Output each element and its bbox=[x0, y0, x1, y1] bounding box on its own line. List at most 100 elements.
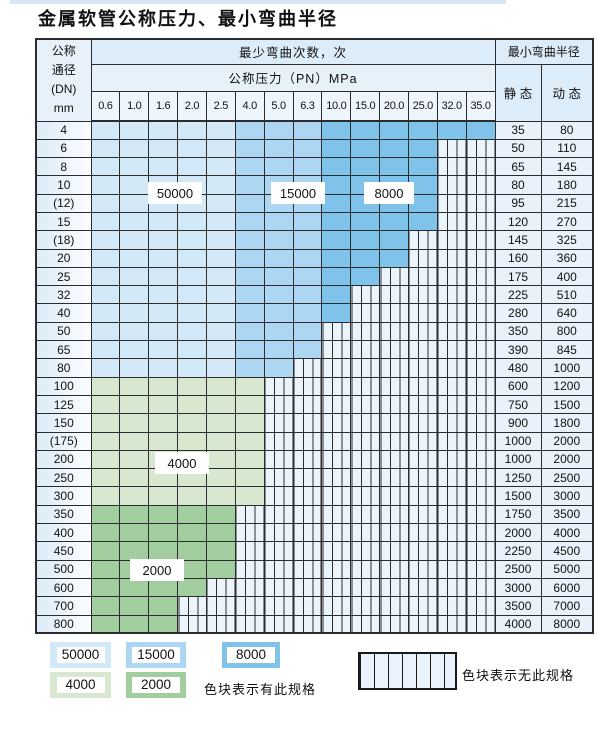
spec-cell bbox=[148, 504, 179, 525]
dn-value: 65 bbox=[35, 340, 92, 360]
spec-cell bbox=[234, 138, 265, 159]
pressure-value-header: 1.0 bbox=[119, 90, 150, 122]
dn-value: 250 bbox=[35, 468, 92, 488]
spec-cell bbox=[177, 285, 207, 305]
spec-cell bbox=[321, 266, 352, 287]
dynamic-radius-value: 180 bbox=[540, 175, 594, 195]
spec-cell-no-spec bbox=[350, 559, 381, 579]
spec-cell bbox=[205, 120, 236, 140]
dn-value: 100 bbox=[35, 376, 92, 396]
dn-value: (12) bbox=[35, 193, 92, 213]
static-radius-value: 175 bbox=[494, 266, 542, 287]
spec-cell bbox=[148, 120, 179, 140]
spec-cell bbox=[90, 504, 121, 525]
spec-cell bbox=[177, 394, 207, 415]
table-row: 32 225 510 bbox=[35, 285, 594, 305]
spec-cell bbox=[234, 266, 265, 287]
page-title: 金属软管公称压力、最小弯曲半径 bbox=[38, 9, 338, 29]
static-radius-value: 3000 bbox=[494, 577, 542, 598]
dn-value: 150 bbox=[35, 413, 92, 433]
spec-cell bbox=[205, 285, 236, 305]
spec-cell bbox=[234, 468, 265, 488]
spec-cell-no-spec bbox=[436, 376, 467, 396]
spec-cell bbox=[205, 358, 236, 378]
spec-cell-no-spec bbox=[379, 614, 409, 634]
spec-cell bbox=[90, 193, 121, 213]
spec-cell bbox=[234, 358, 265, 378]
legend-swatch-50000: 50000 bbox=[50, 642, 111, 668]
spec-cell bbox=[90, 541, 121, 561]
spec-cell bbox=[350, 248, 381, 268]
legend-swatch-value: 4000 bbox=[56, 677, 105, 693]
spec-cell bbox=[148, 413, 179, 433]
spec-cell-no-spec bbox=[436, 358, 467, 378]
spec-cell bbox=[177, 321, 207, 342]
spec-cell bbox=[119, 138, 150, 159]
spec-cell bbox=[205, 157, 236, 177]
spec-cell-no-spec bbox=[292, 468, 323, 488]
spec-cell bbox=[321, 230, 352, 250]
spec-cell-no-spec bbox=[436, 559, 467, 579]
spec-cell-no-spec bbox=[292, 614, 323, 634]
spec-cell bbox=[177, 559, 207, 579]
spec-cell bbox=[465, 120, 496, 140]
spec-cell bbox=[119, 596, 150, 616]
spec-cell bbox=[205, 303, 236, 323]
spec-cell bbox=[263, 358, 294, 378]
spec-cell-no-spec bbox=[407, 468, 438, 488]
table-row: 300 1500 3000 bbox=[35, 486, 594, 506]
spec-cell bbox=[148, 376, 179, 396]
dynamic-radius-value: 5000 bbox=[540, 559, 594, 579]
spec-cell-no-spec bbox=[465, 175, 496, 195]
spec-cell-no-spec bbox=[263, 596, 294, 616]
legend-swatch-15000: 15000 bbox=[126, 642, 186, 668]
table-row: 125 750 1500 bbox=[35, 394, 594, 415]
spec-cell-no-spec bbox=[321, 431, 352, 451]
spec-cell bbox=[177, 340, 207, 360]
spec-cell-no-spec bbox=[436, 266, 467, 287]
spec-cell bbox=[119, 211, 150, 232]
spec-cell bbox=[263, 230, 294, 250]
pressure-value-header: 4.0 bbox=[234, 90, 265, 122]
spec-cell bbox=[234, 120, 265, 140]
spec-cell bbox=[292, 248, 323, 268]
spec-cell-no-spec bbox=[436, 230, 467, 250]
legend-no-spec-swatch bbox=[358, 652, 457, 690]
pressure-value-header: 6.3 bbox=[292, 90, 323, 122]
spec-cell-no-spec bbox=[350, 449, 381, 470]
dn-value: 350 bbox=[35, 504, 92, 525]
pressure-value-header: 1.6 bbox=[148, 90, 179, 122]
spec-cell bbox=[90, 321, 121, 342]
spec-cell-no-spec bbox=[465, 614, 496, 634]
dynamic-radius-value: 6000 bbox=[540, 577, 594, 598]
spec-cell bbox=[321, 175, 352, 195]
spec-cell bbox=[119, 431, 150, 451]
spec-cell-no-spec bbox=[234, 559, 265, 579]
table-row: 350 1750 3500 bbox=[35, 504, 594, 525]
spec-cell-no-spec bbox=[321, 486, 352, 506]
spec-cell bbox=[234, 394, 265, 415]
spec-cell-no-spec bbox=[321, 504, 352, 525]
spec-cell bbox=[119, 248, 150, 268]
spec-cell-no-spec bbox=[292, 431, 323, 451]
dn-value: 50 bbox=[35, 321, 92, 342]
spec-cell-no-spec bbox=[321, 596, 352, 616]
static-radius-value: 750 bbox=[494, 394, 542, 415]
spec-cell-no-spec bbox=[321, 614, 352, 634]
legend-swatch-value: 15000 bbox=[132, 647, 180, 663]
spec-cell bbox=[90, 211, 121, 232]
pressure-value-header: 10.0 bbox=[321, 90, 352, 122]
spec-cell bbox=[148, 230, 179, 250]
spec-cell bbox=[90, 468, 121, 488]
dn-value: 800 bbox=[35, 614, 92, 634]
spec-cell bbox=[205, 138, 236, 159]
spec-cell-no-spec bbox=[321, 340, 352, 360]
dynamic-radius-value: 270 bbox=[540, 211, 594, 232]
spec-cell-no-spec bbox=[350, 340, 381, 360]
spec-cell-no-spec bbox=[263, 449, 294, 470]
spec-cell bbox=[148, 431, 179, 451]
spec-cell bbox=[292, 303, 323, 323]
spec-cell-no-spec bbox=[465, 358, 496, 378]
spec-cell bbox=[379, 120, 409, 140]
static-radius-value: 65 bbox=[494, 157, 542, 177]
